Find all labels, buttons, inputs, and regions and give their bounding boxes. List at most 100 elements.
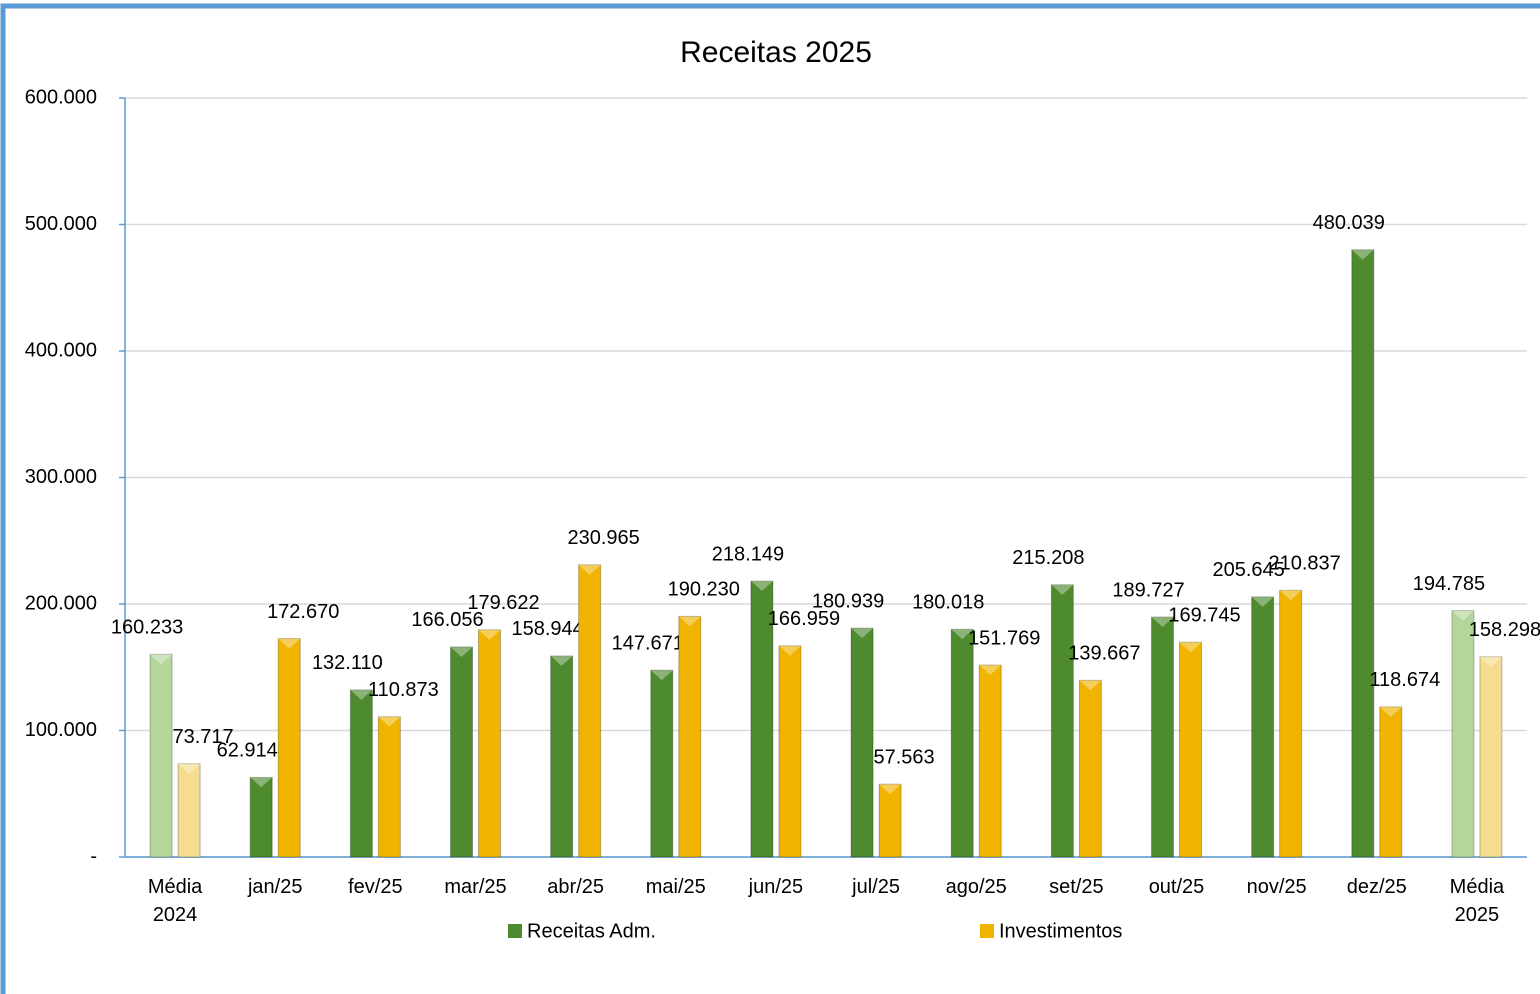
bar-bevel [450, 646, 473, 657]
data-label: 215.208 [1012, 547, 1084, 569]
bar-bevel [250, 777, 273, 788]
x-tick-label: jan/25 [247, 876, 303, 898]
data-label: 190.230 [668, 579, 740, 601]
y-tick-label: 600.000 [25, 86, 97, 108]
data-label: 73.717 [172, 726, 233, 748]
data-label: 118.674 [1369, 669, 1440, 691]
bar [1451, 610, 1475, 858]
legend-label: Receitas Adm. [527, 920, 656, 942]
chart-title: Receitas 2025 [680, 36, 872, 69]
bar [1379, 706, 1403, 858]
bar [878, 783, 902, 858]
bar [650, 669, 674, 858]
x-tick-label: Média 2025 [1449, 876, 1505, 926]
data-label: 205.645 [1212, 559, 1284, 581]
x-tick-label: mai/25 [645, 876, 706, 898]
data-label: 166.959 [768, 608, 840, 630]
bar-bevel [778, 645, 801, 656]
bar [1151, 616, 1174, 858]
data-label: 230.965 [567, 527, 639, 549]
data-label: 210.837 [1268, 553, 1340, 575]
frame [0, 3, 1540, 994]
bar-bevel [979, 665, 1002, 676]
data-label: 194.785 [1413, 573, 1485, 595]
bar [678, 615, 702, 858]
bar [1251, 596, 1275, 858]
y-tick-label: 500.000 [25, 213, 97, 235]
bar [177, 763, 201, 858]
bar [377, 716, 401, 858]
x-tick-label: set/25 [1049, 876, 1104, 898]
bar [478, 629, 501, 858]
bar [750, 580, 774, 858]
data-label: 158.944 [511, 618, 583, 640]
bar-bevel [478, 629, 501, 640]
data-label: 147.671 [612, 632, 684, 654]
bar-bevel [378, 716, 401, 727]
y-tick-label: - [90, 845, 97, 867]
y-tick-label: 100.000 [25, 719, 97, 741]
bar [578, 564, 602, 858]
bar-bevel [1179, 642, 1202, 653]
data-label: 169.745 [1168, 605, 1240, 627]
data-label: 139.667 [1068, 643, 1140, 665]
bar [778, 645, 802, 858]
bar [1279, 589, 1303, 858]
bar [950, 628, 974, 858]
bar-bevel [1479, 656, 1502, 667]
data-label: 151.769 [968, 627, 1040, 649]
bar [850, 627, 874, 858]
data-label: 132.110 [312, 652, 383, 674]
bar-bevel [1379, 706, 1402, 717]
bar-bevel [1051, 584, 1074, 595]
x-tick-label: mar/25 [444, 876, 507, 898]
bar-bevel [678, 616, 701, 627]
bar [1179, 641, 1202, 858]
x-tick-label: abr/25 [547, 876, 604, 898]
data-label: 57.563 [873, 746, 934, 768]
bar [349, 689, 373, 858]
bar [1479, 656, 1503, 858]
bar [249, 776, 273, 858]
bar-bevel [1251, 596, 1274, 607]
x-tick-label: dez/25 [1346, 876, 1407, 898]
bar-bevel [750, 581, 773, 592]
data-label: 110.873 [368, 679, 439, 701]
data-label: 218.149 [712, 543, 784, 565]
bar-bevel [150, 654, 173, 665]
bar-bevel [550, 655, 573, 666]
data-label: 189.727 [1112, 579, 1184, 601]
x-tick-label: nov/25 [1246, 876, 1307, 898]
bar [550, 655, 574, 858]
legend-swatch [980, 924, 994, 938]
bar-bevel [851, 628, 874, 639]
bar-bevel [951, 629, 974, 640]
bar-bevel [278, 638, 301, 649]
bar [450, 646, 473, 858]
y-tick-label: 400.000 [25, 339, 97, 361]
bar [277, 638, 301, 858]
data-label: 179.622 [467, 592, 539, 614]
bar-bevel [650, 670, 673, 681]
legend-swatch [508, 924, 522, 938]
data-label: 160.233 [111, 617, 183, 639]
x-tick-label: fev/25 [348, 876, 403, 898]
data-label: 172.670 [267, 601, 339, 623]
data-label: 180.018 [912, 592, 984, 614]
x-tick-label: jun/25 [748, 876, 804, 898]
bar [1078, 679, 1102, 858]
data-label: 480.039 [1313, 212, 1385, 234]
y-tick-label: 200.000 [25, 592, 97, 614]
x-tick-label: out/25 [1148, 876, 1205, 898]
bar-bevel [1279, 590, 1302, 601]
x-tick-label: jul/25 [852, 876, 900, 898]
x-tick-label: Média 2024 [147, 876, 203, 926]
data-label: 62.914 [217, 740, 278, 762]
bar [149, 653, 173, 858]
x-tick-label: ago/25 [945, 876, 1007, 898]
bar-bevel [350, 689, 373, 700]
bar [1050, 584, 1074, 858]
y-tick-label: 300.000 [25, 466, 97, 488]
bar-bevel [178, 763, 201, 774]
